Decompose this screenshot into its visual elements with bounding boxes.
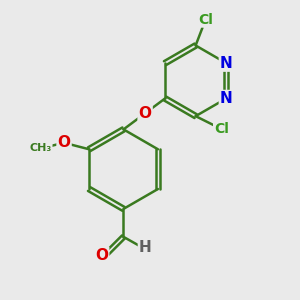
Text: O: O: [58, 135, 70, 150]
Text: H: H: [139, 240, 152, 255]
Text: Cl: Cl: [214, 122, 229, 136]
Text: N: N: [220, 91, 233, 106]
Text: O: O: [139, 106, 152, 121]
Text: CH₃: CH₃: [29, 143, 52, 153]
Text: Cl: Cl: [199, 13, 213, 27]
Text: N: N: [220, 56, 233, 70]
Text: O: O: [95, 248, 108, 262]
